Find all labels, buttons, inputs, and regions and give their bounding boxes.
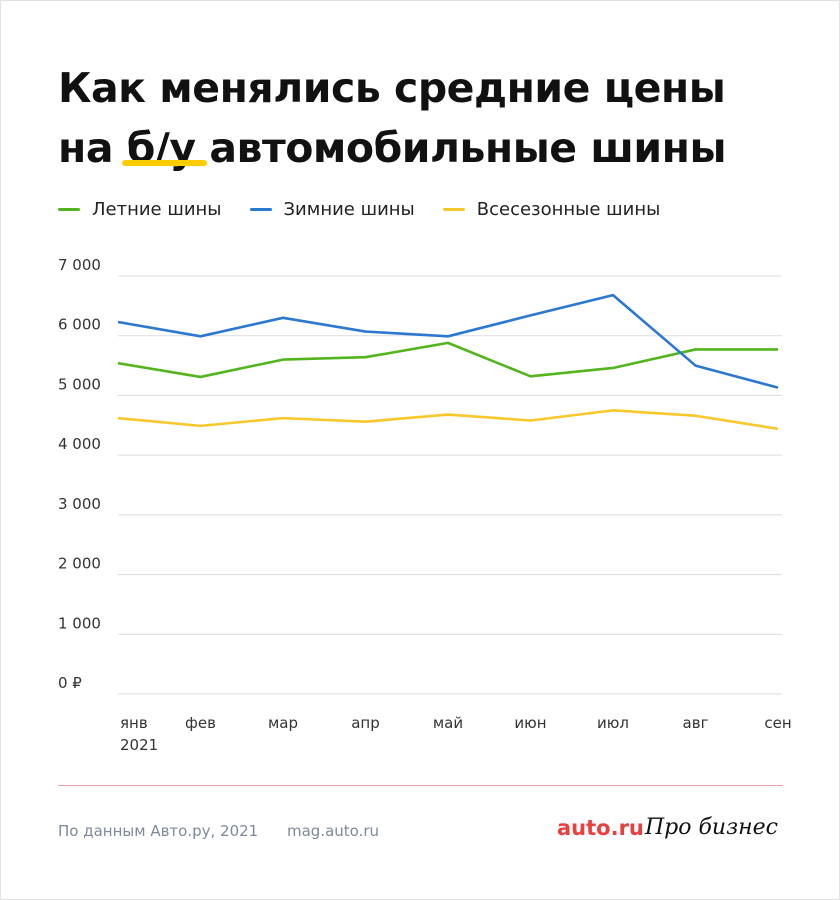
legend-swatch	[58, 208, 80, 211]
legend-label: Летние шины	[92, 199, 222, 220]
y-tick-label: 0 ₽	[58, 674, 82, 692]
x-tick-label: апр	[351, 714, 380, 732]
x-year-label: 2021	[120, 736, 158, 754]
pro-biznes-logo: Про бизнес	[645, 815, 778, 840]
legend-item-allseason: Всесезонные шины	[442, 199, 661, 220]
title-highlight-underline	[122, 160, 207, 166]
y-tick-label: 4 000	[58, 435, 101, 453]
legend-swatch	[249, 208, 272, 211]
x-tick-label: янв	[120, 714, 148, 732]
x-tick-label: май	[433, 714, 463, 732]
auto-ru-logo: auto.ru	[557, 816, 644, 840]
x-tick-label: сен	[764, 714, 791, 732]
y-tick-label: 2 000	[58, 555, 101, 573]
y-tick-label: 5 000	[58, 375, 101, 393]
legend-label: Всесезонные шины	[476, 199, 661, 220]
legend-swatch	[442, 208, 465, 211]
legend-item-winter: Зимние шины	[249, 199, 415, 220]
legend: Летние шины Зимние шины Всесезонные шины	[58, 199, 660, 220]
site-link[interactable]: mag.auto.ru	[287, 822, 380, 840]
y-tick-label: 1 000	[58, 614, 101, 632]
y-tick-label: 3 000	[58, 495, 101, 513]
y-tick-label: 7 000	[58, 256, 101, 274]
line-chart: 0 ₽ 1 000 2 000 3 000 4 000 5 000 6 000 7 000 ян…	[58, 256, 792, 754]
legend-item-summer: Летние шины	[58, 199, 222, 220]
x-tick-label: авг	[683, 714, 709, 732]
x-tick-label: мар	[268, 714, 298, 732]
series-line-0	[117, 341, 778, 379]
source-text: По данным Авто.ру, 2021	[58, 822, 259, 840]
x-tick-label: июн	[514, 714, 546, 732]
divider	[58, 785, 783, 786]
x-tick-label: июл	[597, 714, 629, 732]
title-line-1: Как менялись средние цены	[58, 64, 726, 112]
y-tick-label: 6 000	[58, 316, 101, 334]
series-line-2	[117, 409, 779, 431]
legend-label: Зимние шины	[283, 199, 415, 220]
x-tick-label: фев	[185, 714, 216, 732]
